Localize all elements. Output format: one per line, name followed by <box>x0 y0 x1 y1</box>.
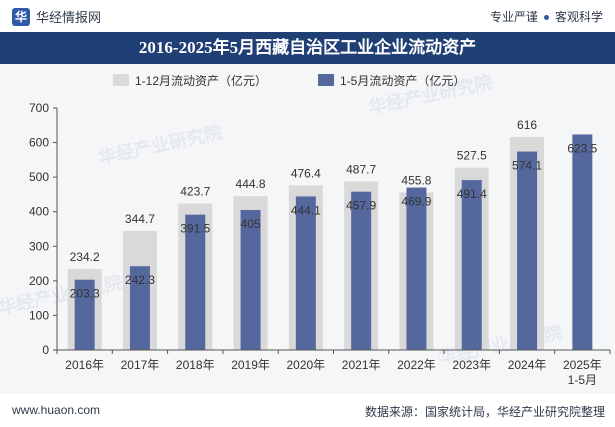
data-label-series-1: 527.5 <box>457 149 487 163</box>
bars <box>67 134 593 350</box>
x-tick-label: 2018年 <box>176 358 215 372</box>
y-tick-label: 0 <box>42 343 49 357</box>
data-label-series-1: 487.7 <box>346 162 376 176</box>
chart-title: 2016-2025年5月西藏自治区工业企业流动资产 <box>138 38 477 57</box>
data-label-series-1: 616 <box>517 118 537 132</box>
y-tick-label: 100 <box>29 308 49 322</box>
bar-series-2 <box>185 214 206 350</box>
brand-logo-icon: 华 <box>12 7 30 26</box>
watermark-text: 华经产业研究院 <box>96 121 224 168</box>
data-label-series-2: 444.1 <box>291 203 321 217</box>
tagline-right: 客观科学 <box>554 10 603 24</box>
x-tick-label: 2023年 <box>452 358 491 372</box>
bar-series-2 <box>351 191 372 350</box>
x-tick-label: 2020年 <box>286 358 325 372</box>
bar-series-2 <box>295 196 316 350</box>
y-tick-label: 600 <box>29 136 49 150</box>
top-bar: 华 华经情报网 专业严谨 客观科学 <box>0 0 615 33</box>
data-label-series-1: 344.7 <box>125 212 155 226</box>
y-tick-label: 200 <box>29 274 49 288</box>
bar-series-2 <box>129 266 150 350</box>
tagline: 专业严谨 客观科学 <box>490 8 603 25</box>
tagline-left: 专业严谨 <box>489 10 538 24</box>
y-tick-label: 700 <box>29 101 49 115</box>
x-tick-label: 2025年 <box>563 358 602 372</box>
y-tick-label: 500 <box>29 170 49 184</box>
legend-label-series-2: 1-5月流动资产（亿元） <box>340 73 465 88</box>
legend-swatch-series-1 <box>113 74 129 86</box>
brand-name: 华经情报网 <box>36 10 102 25</box>
data-labels: 234.2 203.3 344.7 242.3 423.7 391.5 444.8 405 47… <box>70 118 598 301</box>
title-bar: 2016-2025年5月西藏自治区工业企业流动资产 <box>0 32 615 64</box>
data-label-series-1: 455.8 <box>401 173 431 187</box>
y-axis: 0 100 200 300 400 500 600 700 <box>29 101 58 357</box>
bar-series-2 <box>572 134 593 350</box>
legend: 1-12月流动资产（亿元） 1-5月流动资产（亿元） <box>113 73 465 88</box>
x-tick-label: 2022年 <box>397 358 436 372</box>
footer-source: 数据来源：国家统计局，华经产业研究院整理 <box>364 405 605 419</box>
data-label-series-2: 242.3 <box>125 273 155 287</box>
data-label-series-1: 234.2 <box>70 250 100 264</box>
x-tick-label: 2021年 <box>342 358 381 372</box>
legend-swatch-series-2 <box>318 74 334 86</box>
legend-label-series-1: 1-12月流动资产（亿元） <box>135 73 267 88</box>
bar-series-2 <box>461 180 482 350</box>
data-label-series-2: 574.1 <box>512 159 542 173</box>
data-label-series-1: 476.4 <box>291 166 321 180</box>
y-tick-label: 400 <box>29 205 49 219</box>
x-tick-label: 2024年 <box>508 358 547 372</box>
data-label-series-2: 469.9 <box>401 195 431 209</box>
x-tick-label: 2016年 <box>65 358 104 372</box>
dot-separator-icon <box>543 15 549 21</box>
bar-series-2 <box>74 279 95 350</box>
x-tick-label: 2017年 <box>121 358 160 372</box>
data-label-series-1: 444.8 <box>236 177 266 191</box>
footer: www.huaon.com 数据来源：国家统计局，华经产业研究院整理 <box>0 394 615 427</box>
bar-series-2 <box>406 187 427 350</box>
footer-url: www.huaon.com <box>12 403 101 417</box>
bar-series-2 <box>240 209 261 350</box>
data-label-series-2: 491.4 <box>457 187 487 201</box>
bar-series-2 <box>517 151 538 350</box>
brand: 华 华经情报网 <box>12 7 101 26</box>
data-label-series-1: 423.7 <box>180 185 210 199</box>
y-tick-label: 300 <box>29 239 49 253</box>
x-axis: 2016年 2017年 2018年 2019年 2020年 2021年 2022年 2023年… <box>56 349 611 387</box>
data-label-series-2: 457.9 <box>346 199 376 213</box>
data-label-series-2: 391.5 <box>180 222 210 236</box>
data-label-series-2: 405 <box>241 217 261 231</box>
x-tick-label: 2019年 <box>231 358 270 372</box>
data-label-series-2: 623.5 <box>567 141 597 155</box>
x-tick-label: 1-5月 <box>568 373 597 387</box>
watermark-text: 华经产业研究院 <box>0 271 124 318</box>
data-label-series-2: 203.3 <box>70 287 100 301</box>
